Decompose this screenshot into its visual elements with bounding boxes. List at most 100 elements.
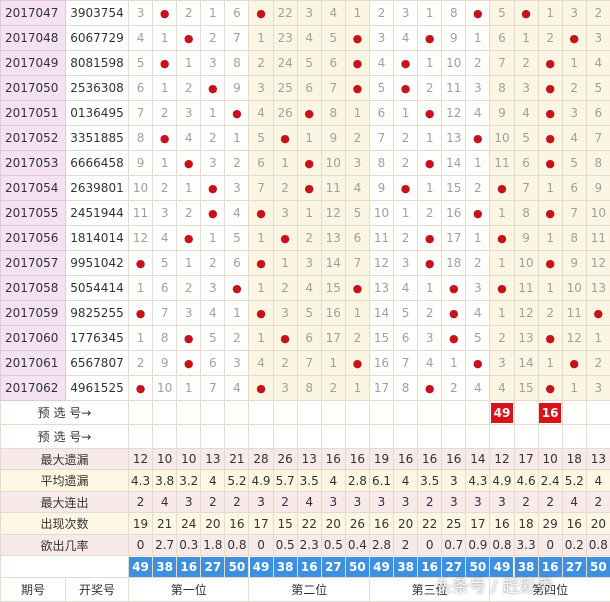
stat-value: 1.8 — [201, 535, 225, 556]
footer-period: 期号 — [1, 578, 66, 602]
miss-count: 13 — [514, 326, 538, 351]
miss-count: 5 — [466, 326, 490, 351]
miss-count: 11 — [442, 76, 466, 101]
preselect-cell — [321, 425, 345, 449]
stat-value: 3.5 — [297, 470, 321, 492]
hit-dot: ● — [418, 251, 442, 276]
miss-count: 7 — [201, 376, 225, 401]
draw-number: 9825255 — [66, 301, 129, 326]
miss-count: 4 — [225, 201, 249, 226]
stat-value: 3 — [490, 492, 514, 513]
hit-dot: ● — [297, 151, 321, 176]
stat-value: 4 — [201, 470, 225, 492]
miss-count: 18 — [442, 251, 466, 276]
preselect-cell — [394, 425, 418, 449]
stat-value: 0.4 — [345, 535, 369, 556]
miss-count: 4 — [249, 351, 273, 376]
miss-count: 1 — [586, 326, 610, 351]
period: 2017047 — [1, 1, 66, 26]
hit-dot: ● — [201, 201, 225, 226]
miss-count: 4 — [225, 376, 249, 401]
stat-value: 21 — [225, 449, 249, 470]
miss-count: 5 — [297, 301, 321, 326]
number-cell: 49 — [369, 556, 393, 578]
miss-count: 9 — [442, 26, 466, 51]
miss-count: 7 — [153, 301, 177, 326]
stat-value: 4 — [297, 492, 321, 513]
preselect-cell — [345, 425, 369, 449]
stat-value: 16 — [394, 449, 418, 470]
stat-label: 出现次数 — [1, 513, 129, 535]
miss-count: 10 — [442, 51, 466, 76]
miss-count: 1 — [177, 176, 201, 201]
miss-count: 1 — [273, 251, 297, 276]
period: 2017054 — [1, 176, 66, 201]
preselect-cell — [177, 425, 201, 449]
miss-count: 23 — [273, 26, 297, 51]
number-box: 50 — [346, 557, 369, 577]
miss-count: 6 — [321, 51, 345, 76]
miss-count: 8 — [369, 151, 393, 176]
hit-dot: ● — [273, 126, 297, 151]
preselect-cell — [249, 425, 273, 449]
hit-dot: ● — [538, 51, 562, 76]
stat-value: 4.9 — [249, 470, 273, 492]
miss-count: 24 — [273, 51, 297, 76]
miss-count: 2 — [418, 76, 442, 101]
miss-count: 6 — [297, 326, 321, 351]
hit-dot: ● — [225, 276, 249, 301]
preselect-cell — [321, 401, 345, 425]
miss-count: 15 — [442, 176, 466, 201]
miss-count: 4 — [586, 51, 610, 76]
number-cell: 27 — [321, 556, 345, 578]
hit-dot: ● — [249, 201, 273, 226]
stat-value: 2 — [538, 492, 562, 513]
number-box: 16 — [298, 557, 321, 577]
stat-value: 3 — [345, 492, 369, 513]
miss-count: 2 — [177, 1, 201, 26]
hit-dot: ● — [177, 26, 201, 51]
miss-count: 1 — [225, 301, 249, 326]
miss-count: 14 — [442, 151, 466, 176]
hit-dot: ● — [129, 301, 153, 326]
stat-value: 17 — [514, 449, 538, 470]
miss-count: 1 — [538, 226, 562, 251]
stat-value: 15 — [273, 513, 297, 535]
miss-count: 1 — [249, 26, 273, 51]
miss-count: 4 — [394, 26, 418, 51]
number-box: 27 — [322, 557, 345, 577]
miss-count: 13 — [442, 126, 466, 151]
stat-label: 平均遗漏 — [1, 470, 129, 492]
miss-count: 5 — [394, 301, 418, 326]
hit-dot: ● — [177, 226, 201, 251]
stat-value: 2.8 — [345, 470, 369, 492]
miss-count: 7 — [369, 126, 393, 151]
number-box: 50 — [587, 557, 610, 577]
miss-count: 3 — [225, 176, 249, 201]
draw-number: 6567807 — [66, 351, 129, 376]
miss-count: 6 — [369, 101, 393, 126]
number-cell: 16 — [297, 556, 321, 578]
hit-dot: ● — [297, 176, 321, 201]
miss-count: 7 — [249, 176, 273, 201]
hit-dot: ● — [129, 251, 153, 276]
miss-count: 3 — [369, 26, 393, 51]
hit-dot: ● — [538, 326, 562, 351]
miss-count: 2 — [538, 301, 562, 326]
number-box: 49 — [370, 557, 393, 577]
group-name: 第一位 — [129, 578, 249, 602]
miss-count: 1 — [490, 251, 514, 276]
miss-count: 2 — [418, 301, 442, 326]
miss-count: 11 — [490, 151, 514, 176]
miss-count: 2 — [249, 51, 273, 76]
hit-dot: ● — [466, 1, 490, 26]
miss-count: 1 — [345, 301, 369, 326]
preselect-cell — [129, 401, 153, 425]
miss-count: 6 — [129, 76, 153, 101]
miss-count: 2 — [345, 326, 369, 351]
